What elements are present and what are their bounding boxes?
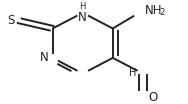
- Text: 2: 2: [160, 8, 165, 17]
- Text: N: N: [40, 51, 49, 64]
- Text: H: H: [129, 68, 136, 78]
- Text: NH: NH: [145, 4, 162, 17]
- Text: O: O: [149, 91, 158, 104]
- Text: S: S: [8, 14, 15, 27]
- Text: N: N: [78, 11, 87, 24]
- Text: H: H: [80, 2, 86, 11]
